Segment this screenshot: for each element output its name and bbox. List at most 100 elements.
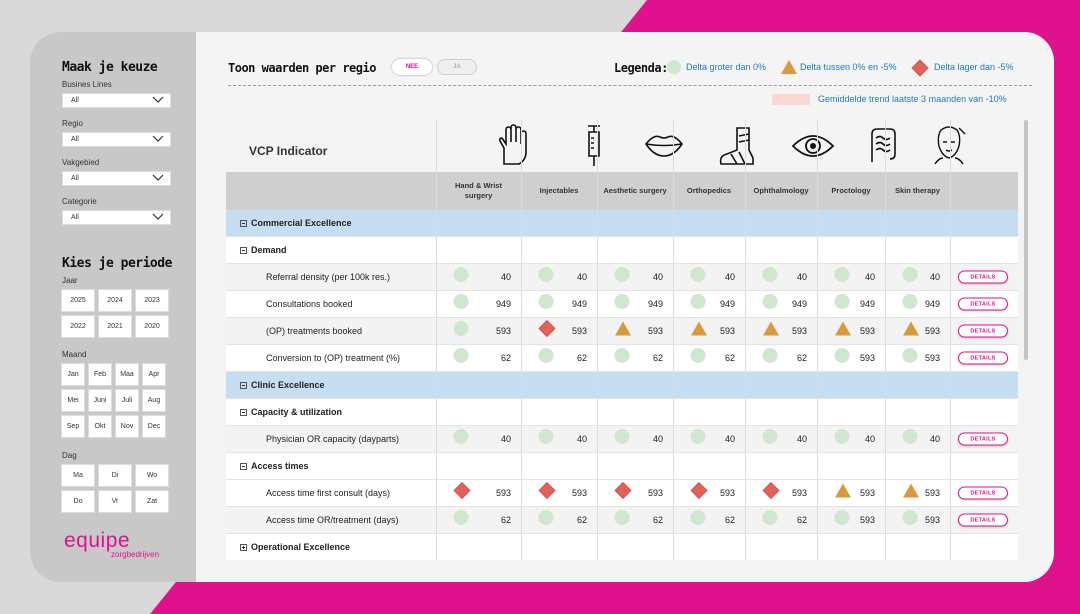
kpi-cell: 593 xyxy=(436,480,521,506)
day-button[interactable]: Do xyxy=(61,490,95,513)
kpi-value: 62 xyxy=(796,515,807,525)
month-button[interactable]: Feb xyxy=(88,363,112,386)
toggle-nee-button[interactable]: NEE xyxy=(392,59,432,75)
legend-orange-text: Delta tussen 0% en -5% xyxy=(800,62,897,72)
kpi-cell: 40 xyxy=(817,426,885,452)
details-button[interactable]: DETAILS xyxy=(958,513,1008,527)
filter-label: Busines Lines xyxy=(62,80,112,89)
month-grid: Jan Feb Maa Apr Mei Juni Juli Aug Sep Okt Nov Dec xyxy=(61,363,166,438)
filter-label: Regio xyxy=(62,119,83,128)
details-button[interactable]: DETAILS xyxy=(958,297,1008,311)
collapse-icon[interactable] xyxy=(240,408,247,416)
collapse-icon[interactable] xyxy=(240,462,247,470)
kpi-cell: 62 xyxy=(521,345,597,371)
kpi-cell: 593 xyxy=(597,318,673,344)
month-button[interactable]: Juni xyxy=(88,389,112,412)
kpi-cell: 593 xyxy=(745,480,817,506)
table-icon-header: VCP Indicator xyxy=(226,120,1018,172)
day-button[interactable]: Ma xyxy=(61,464,95,487)
year-button[interactable]: 2021 xyxy=(98,315,132,338)
legend-green-text: Delta groter dan 0% xyxy=(686,62,767,72)
month-button[interactable]: Mei xyxy=(61,389,85,412)
red-diamond-icon xyxy=(453,481,471,500)
section-row[interactable]: Commercial Excellence xyxy=(226,210,1018,237)
kpi-cell: 593 xyxy=(521,318,597,344)
filter-select[interactable]: All xyxy=(62,210,171,225)
kpi-cell: 593 xyxy=(817,345,885,371)
year-button[interactable]: 2023 xyxy=(135,289,169,312)
collapse-icon[interactable] xyxy=(240,381,247,389)
red-diamond-icon xyxy=(911,59,929,77)
filter-select[interactable]: All xyxy=(62,171,171,186)
green-circle-icon xyxy=(690,510,706,525)
kpi-cell: 593 xyxy=(885,480,950,506)
green-circle-icon xyxy=(902,429,918,444)
kpi-cell: 62 xyxy=(745,507,817,533)
month-button[interactable]: Aug xyxy=(142,389,166,412)
details-button[interactable]: DETAILS xyxy=(958,486,1008,500)
orange-triangle-icon xyxy=(763,321,779,336)
month-button[interactable]: Okt xyxy=(88,415,112,438)
details-button[interactable]: DETAILS xyxy=(958,324,1008,338)
filter-select[interactable]: All xyxy=(62,93,171,108)
year-button[interactable]: 2025 xyxy=(61,289,95,312)
year-button[interactable]: 2022 xyxy=(61,315,95,338)
kpi-value: 40 xyxy=(576,434,587,444)
section-row[interactable]: Clinic Excellence xyxy=(226,372,1018,399)
kpi-cell: 593 xyxy=(745,318,817,344)
details-button[interactable]: DETAILS xyxy=(958,351,1008,365)
group-row[interactable]: Capacity & utilization xyxy=(226,399,1018,426)
filter-label: Vakgebied xyxy=(62,158,100,167)
green-circle-icon xyxy=(902,267,918,282)
table-scrollbar[interactable] xyxy=(1024,120,1028,360)
month-button[interactable]: Jan xyxy=(61,363,85,386)
collapse-icon[interactable] xyxy=(240,246,247,254)
row-label-text: Operational Excellence xyxy=(251,542,351,552)
row-label: Access time first consult (days) xyxy=(266,480,390,506)
kpi-value: 40 xyxy=(576,272,587,282)
month-button[interactable]: Apr xyxy=(142,363,166,386)
year-button[interactable]: 2020 xyxy=(135,315,169,338)
kpi-cell: 949 xyxy=(745,291,817,317)
group-row[interactable]: Operational Excellence xyxy=(226,534,1018,560)
expand-icon[interactable] xyxy=(240,543,247,551)
kpi-cell: 949 xyxy=(817,291,885,317)
kpi-cell: 40 xyxy=(673,264,745,290)
kpi-cell: 40 xyxy=(673,426,745,452)
kpi-cell: 40 xyxy=(745,426,817,452)
kpi-cell: 593 xyxy=(673,480,745,506)
indicator-row: Consultations booked 949 949 949 949 949 949 94… xyxy=(226,291,1018,318)
row-label-text: Access time first consult (days) xyxy=(266,488,391,498)
kpi-cell: 593 xyxy=(521,480,597,506)
group-row[interactable]: Access times xyxy=(226,453,1018,480)
month-button[interactable]: Juli xyxy=(115,389,139,412)
day-button[interactable]: Vr xyxy=(98,490,132,513)
kpi-value: 593 xyxy=(859,488,875,498)
kpi-value: 949 xyxy=(791,299,807,309)
year-button[interactable]: 2024 xyxy=(98,289,132,312)
year-grid: 2025 2024 2023 2022 2021 2020 xyxy=(61,289,169,338)
kpi-value: 593 xyxy=(719,488,735,498)
row-label-text: Conversion to (OP) treatment (%) xyxy=(266,353,401,363)
day-button[interactable]: Di xyxy=(98,464,132,487)
day-button[interactable]: Zat xyxy=(135,490,169,513)
dashboard-card: Maak je keuze Busines Lines All Regio All Va… xyxy=(30,32,1054,582)
kpi-value: 593 xyxy=(859,326,875,336)
group-row[interactable]: Demand xyxy=(226,237,1018,264)
month-button[interactable]: Dec xyxy=(142,415,166,438)
collapse-icon[interactable] xyxy=(240,219,247,227)
month-button[interactable]: Nov xyxy=(115,415,139,438)
green-circle-icon xyxy=(453,429,469,444)
toggle-ja-button[interactable]: JA xyxy=(437,59,477,75)
month-button[interactable]: Sep xyxy=(61,415,85,438)
details-button[interactable]: DETAILS xyxy=(958,432,1008,446)
row-label-text: Demand xyxy=(251,245,287,255)
kpi-cell: 62 xyxy=(521,507,597,533)
month-button[interactable]: Maa xyxy=(115,363,139,386)
green-circle-icon xyxy=(690,267,706,282)
day-button[interactable]: Wo xyxy=(135,464,169,487)
row-label-text: Capacity & utilization xyxy=(251,407,343,417)
details-button[interactable]: DETAILS xyxy=(958,270,1008,284)
filter-select[interactable]: All xyxy=(62,132,171,147)
row-label: Consultations booked xyxy=(266,291,353,317)
